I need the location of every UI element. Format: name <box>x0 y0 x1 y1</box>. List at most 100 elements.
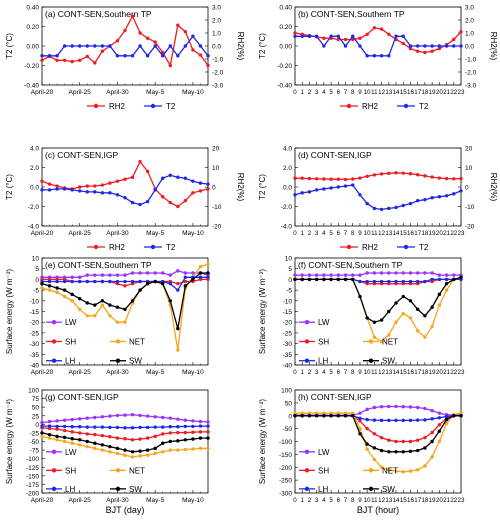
point-rh2 <box>452 37 456 42</box>
point-rh2 <box>176 204 180 209</box>
x-tick-label: 6 <box>337 497 341 504</box>
point-rh2 <box>437 46 442 51</box>
point-sw <box>40 431 44 435</box>
point-lh <box>70 425 74 429</box>
point-rh2 <box>351 177 355 181</box>
legend-marker <box>304 339 310 344</box>
point-rh2 <box>358 36 362 40</box>
point-rh2 <box>343 37 348 42</box>
x-tick-label: 14 <box>393 230 400 237</box>
point-lh <box>153 425 157 429</box>
point-lh <box>78 425 82 429</box>
point-lw <box>437 411 442 415</box>
point-t2 <box>293 193 297 197</box>
point-sw <box>183 284 188 288</box>
point-net <box>100 448 105 452</box>
y-tick-label: -15 <box>30 309 40 316</box>
point-sw <box>314 277 319 282</box>
point-lh <box>423 418 427 422</box>
point-sw <box>459 414 463 418</box>
point-t2 <box>130 200 135 205</box>
point-net <box>423 464 427 468</box>
y-tick-label: 0.20 <box>26 24 39 31</box>
point-lw <box>108 273 112 277</box>
series-line-sw <box>295 415 461 453</box>
point-t2 <box>183 176 188 180</box>
legend-marker <box>346 244 352 250</box>
x-tick-label: 4 <box>322 369 326 376</box>
point-net <box>108 450 112 454</box>
panel-title: (e) CONT-SEN,Southern TP <box>45 260 152 270</box>
point-net <box>78 307 82 312</box>
point-lw <box>336 273 341 277</box>
point-lw <box>47 419 52 424</box>
legend-label: RH2 <box>362 102 379 111</box>
point-t2 <box>394 34 398 38</box>
y-tick-label: 50 <box>285 400 293 407</box>
point-net <box>329 411 333 415</box>
point-lh <box>183 424 188 429</box>
legend-label: SH <box>65 337 76 346</box>
x-tick-label: 15 <box>400 497 407 504</box>
legend-label: LW <box>65 318 77 327</box>
x-tick-label: April-30 <box>106 89 129 96</box>
point-sw <box>176 326 180 331</box>
point-lh <box>198 275 203 279</box>
point-lh <box>423 279 427 284</box>
point-sh <box>379 435 384 440</box>
y-tick-label: -10 <box>30 298 40 305</box>
y-tick-label: -150 <box>26 473 39 480</box>
point-t2 <box>408 201 413 206</box>
point-t2 <box>423 197 427 202</box>
point-t2 <box>358 193 362 197</box>
point-lh <box>183 275 188 279</box>
point-lh <box>108 425 112 430</box>
x-tick-label: 9 <box>358 230 362 237</box>
point-sh <box>123 437 127 441</box>
x-tick-label: 2 <box>308 497 312 504</box>
point-sh <box>161 432 165 436</box>
y2-tick-label: -3.0 <box>212 83 224 90</box>
point-t2 <box>307 190 312 194</box>
x-tick-label: 5 <box>329 89 333 96</box>
point-rh2 <box>444 176 449 181</box>
point-t2 <box>379 54 384 58</box>
x-tick-label: 23 <box>458 89 465 96</box>
point-t2 <box>123 54 127 58</box>
point-sw <box>93 303 97 307</box>
point-lh <box>100 425 105 429</box>
x-tick-label: 1 <box>300 89 304 96</box>
y-tick-label: -35 <box>283 352 293 359</box>
point-sw <box>379 318 384 322</box>
x-tick-label: 8 <box>351 497 355 504</box>
series-line-net <box>295 412 462 473</box>
point-lw <box>130 271 135 275</box>
point-sw <box>78 438 82 442</box>
point-rh2 <box>365 32 369 36</box>
point-rh2 <box>168 200 172 205</box>
point-lw <box>300 273 304 277</box>
point-t2 <box>372 54 377 58</box>
y-tick-label: 0.40 <box>26 5 39 12</box>
point-t2 <box>198 181 203 185</box>
point-net <box>343 411 348 415</box>
legend-marker <box>304 358 310 363</box>
point-sw <box>401 294 405 299</box>
point-lh <box>372 279 377 284</box>
point-sw <box>423 446 427 450</box>
point-sw <box>78 296 82 301</box>
y-tick-label: -125 <box>26 465 39 472</box>
point-net <box>161 450 165 454</box>
point-net <box>176 448 180 452</box>
x-tick-label: April-20 <box>31 369 54 376</box>
point-t2 <box>351 183 355 187</box>
x-tick-label: 9 <box>358 497 362 504</box>
y-tick-label: -0.20 <box>277 63 292 70</box>
point-sw <box>372 446 377 450</box>
legend-label: LH <box>318 357 328 366</box>
x-tick-label: 12 <box>378 497 385 504</box>
point-sw <box>161 281 165 286</box>
x-tick-label: 21 <box>443 89 450 96</box>
point-t2 <box>108 191 112 195</box>
